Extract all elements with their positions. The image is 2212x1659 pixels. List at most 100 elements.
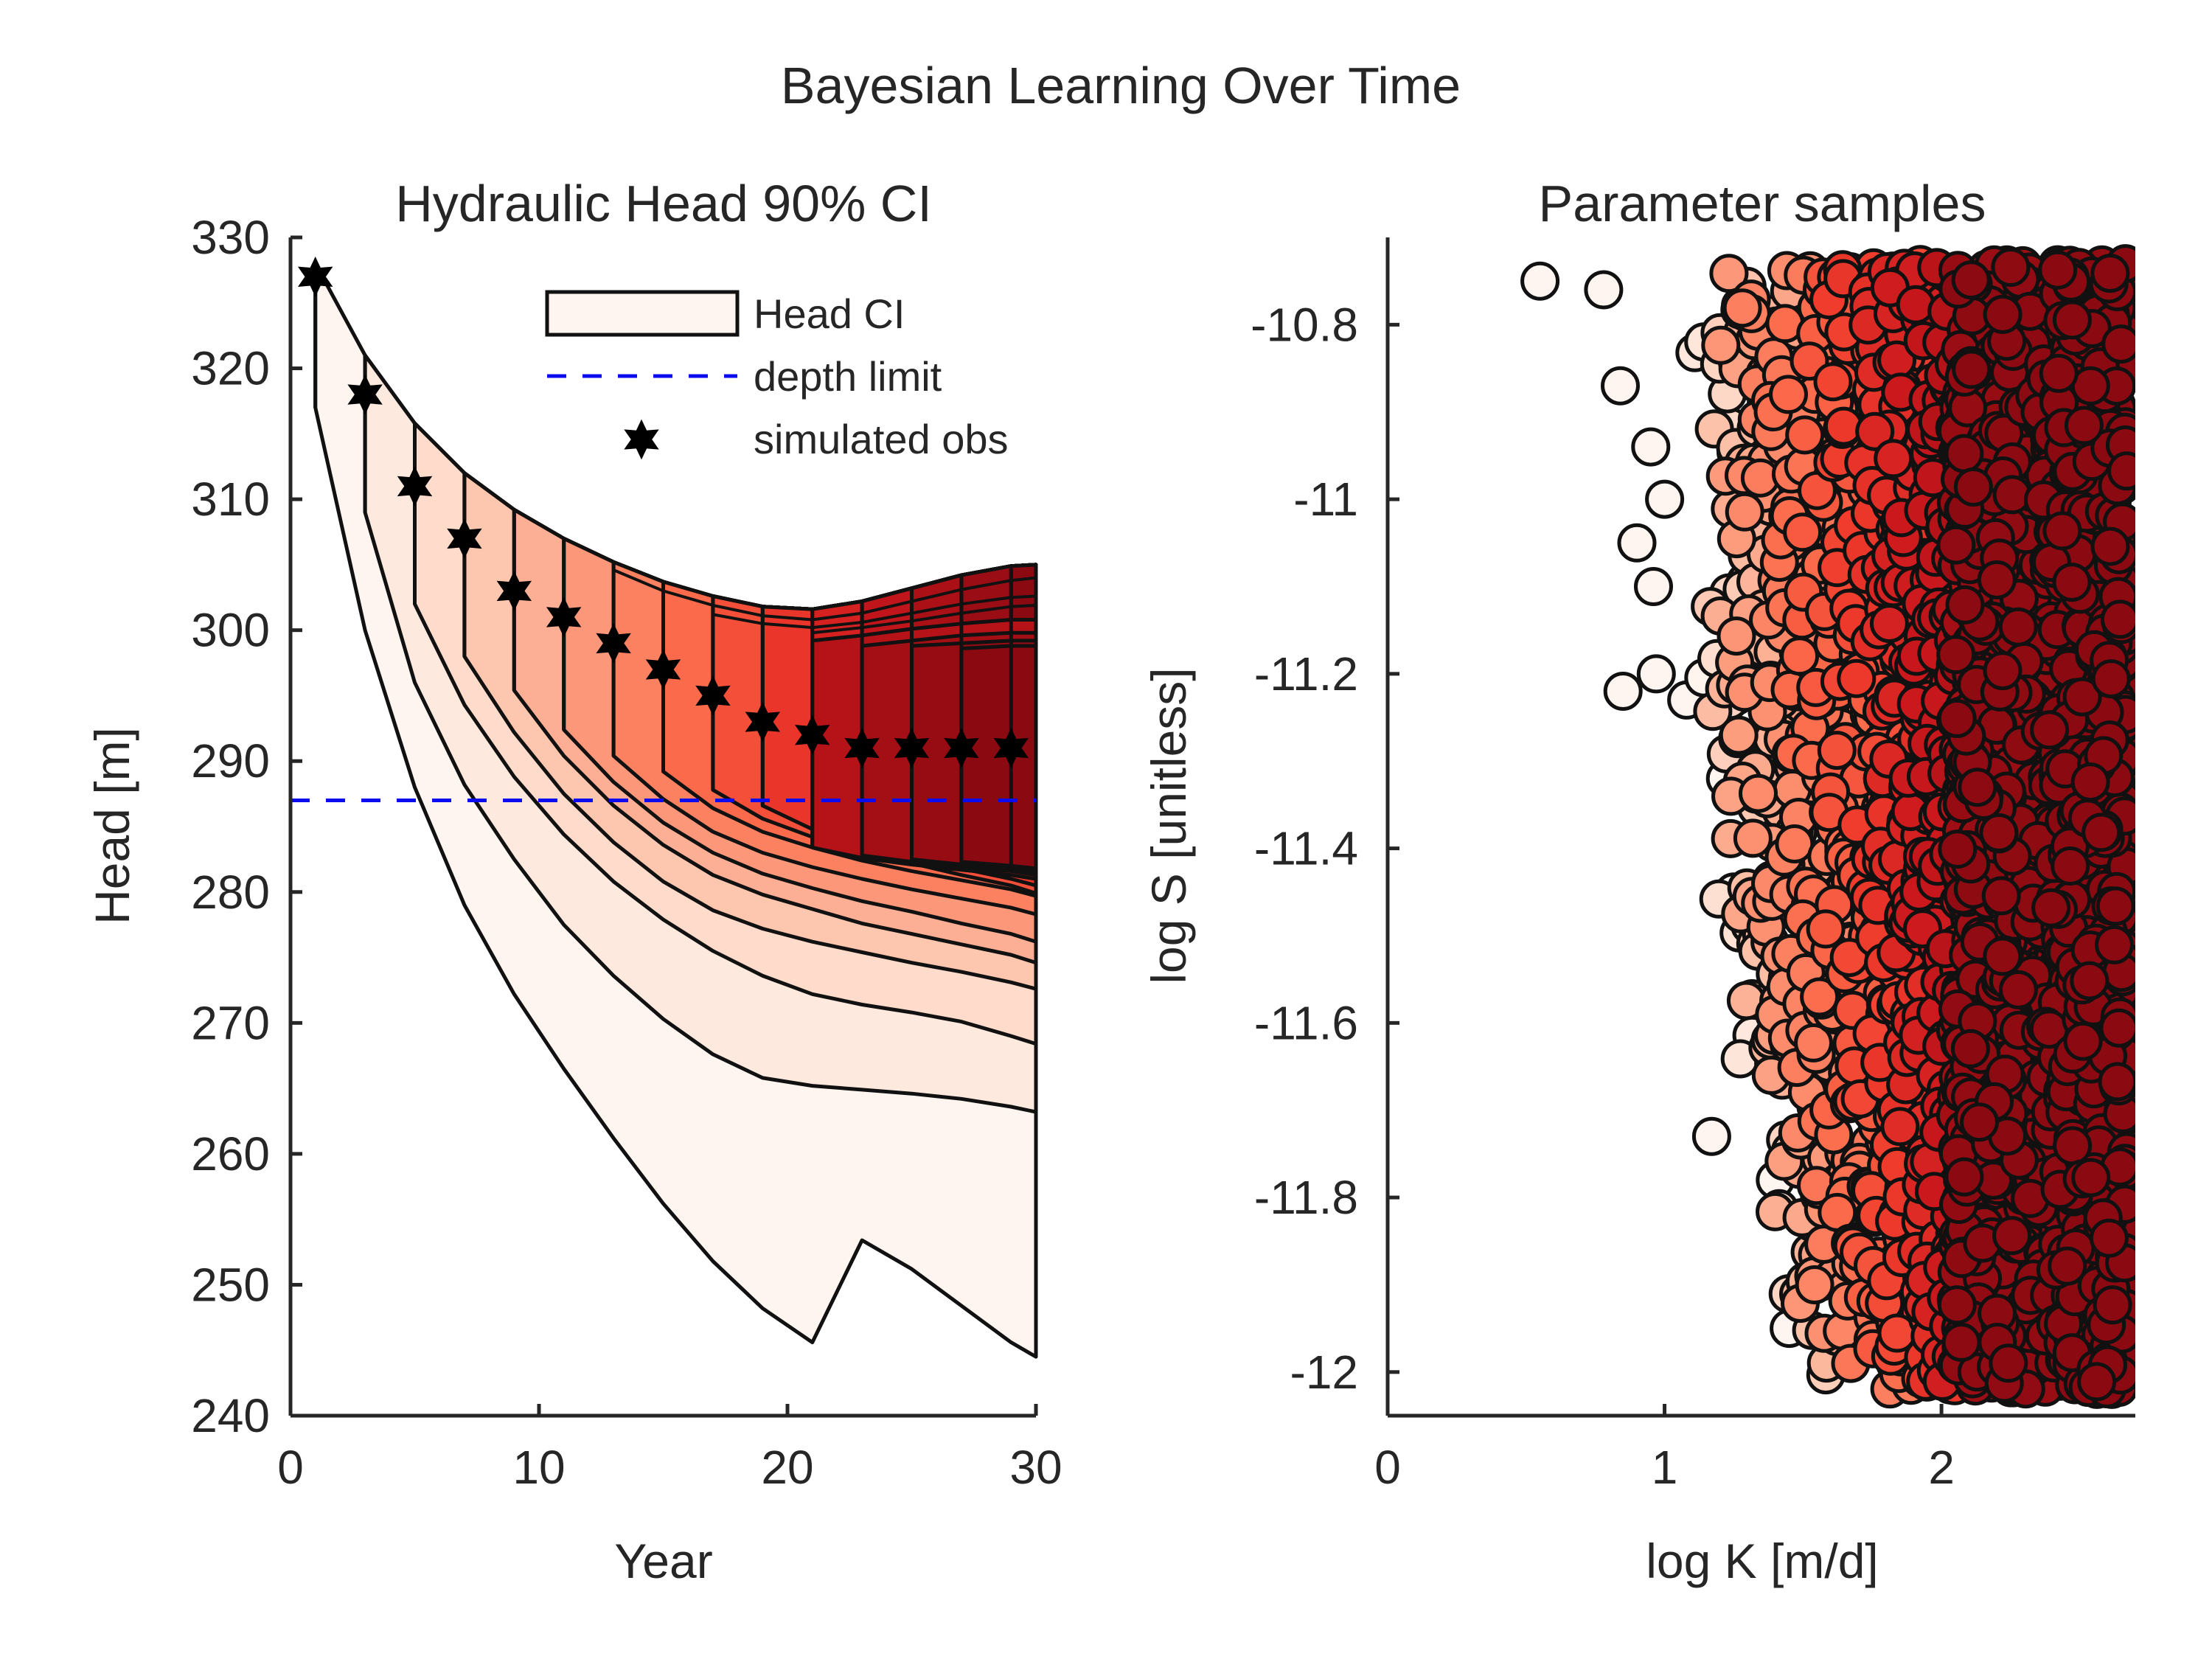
sample-point [1601,366,1640,406]
sample-point [1691,1116,1731,1156]
sample-point [2093,1285,2132,1325]
samples-y-tick-label: -10.8 [1251,298,1358,351]
simulated-obs-point [645,649,681,690]
sample-point [1837,658,1877,698]
simulated-obs-point [496,571,532,611]
head-x-ticks: 0 10 20 30 [277,1404,1062,1494]
sample-point [1783,512,1823,552]
sample-point [1983,651,2023,691]
sample-point [1944,1157,1984,1197]
sample-point [1631,427,1671,467]
sample-point [1991,248,2031,287]
sample-point [2051,846,2090,886]
head-y-tick-label: 330 [191,211,270,264]
samples-axes: 0 1 2 -12 -11.8 -11.6 -11.4 -11.2 -11 -10.8 [1251,237,2135,1494]
simulated-obs-point [993,728,1029,768]
sample-point [2062,677,2102,717]
head-y-ticks: 240 250 260 270 280 290 300 310 320 330 [191,211,302,1442]
head-x-label: Year [614,1534,712,1588]
head-y-label: Head [m] [85,727,139,925]
sample-point [1709,254,1749,293]
sample-point [1951,260,1991,300]
sample-point [2070,961,2110,1001]
sample-point [2096,886,2135,926]
sample-point [1960,1102,1999,1142]
sample-point [1896,285,1935,324]
head-y-tick-label: 310 [191,473,270,526]
samples-y-tick-label: -11.2 [1254,647,1358,700]
sample-point [1733,818,1773,858]
sample-point [1520,261,1560,301]
sample-point [1941,1323,1981,1362]
sample-point [1981,876,2021,916]
samples-y-tick-label: -11 [1293,473,1358,526]
sample-point [1794,1023,1833,1062]
head-y-tick-label: 240 [191,1389,270,1442]
head-x-tick-label: 20 [761,1441,813,1494]
sample-point [2095,925,2134,964]
simulated-obs-point [745,701,781,742]
sample-point [1998,607,2038,647]
sample-point [1717,616,1756,656]
head-y-tick-label: 280 [191,866,270,919]
sample-point [1775,824,1815,863]
sample-point [1617,523,1657,563]
sample-point [2030,710,2070,750]
sample-point [1944,434,1984,473]
sample-point [2081,813,2121,852]
samples-y-ticks: -12 -11.8 -11.6 -11.4 -11.2 -11 -10.8 [1251,298,1399,1399]
sample-point [2070,762,2110,802]
sample-point [1869,604,1909,644]
sample-point [2071,1158,2111,1197]
sample-point [1603,672,1643,711]
sample-point [1739,773,1778,813]
sample-point [1936,525,1976,565]
legend-swatch-head-ci [545,290,740,337]
sample-point [2052,300,2092,340]
sample-point [2042,511,2082,551]
sample-points [1520,244,2135,1409]
sample-point [1880,1107,1920,1147]
sample-point [2089,1218,2129,1258]
sample-point [2031,888,2071,928]
sample-point [1722,288,1762,328]
simulated-obs-point [297,256,333,297]
head-y-tick-label: 250 [191,1258,270,1311]
sample-point [1992,1216,2032,1256]
sample-point [1806,909,1846,949]
ci-upper-line [712,594,1037,630]
samples-y-tick-label: -11.4 [1254,822,1358,875]
simulated-obs-point [347,374,383,415]
samples-x-ticks: 0 1 2 [1374,1404,1955,1494]
samples-y-tick-label: -11.8 [1254,1171,1358,1224]
parameter-samples-title: Parameter samples [1539,175,1986,232]
sample-point [1817,731,1857,771]
sample-point [1937,1285,1977,1325]
sample-point [1634,567,1673,606]
sample-point [1701,325,1741,365]
sample-point [1945,585,1985,625]
sample-point [1950,1029,1990,1068]
sample-point [2052,563,2092,602]
head-ci-title: Hydraulic Head 90% CI [395,175,932,232]
sample-point [1958,768,1997,807]
sample-point [2100,599,2135,639]
sample-point [1800,977,1840,1017]
sample-point [1813,362,1853,402]
legend-label-head-ci: Head CI [754,291,905,337]
sample-point [2090,526,2130,566]
sample-point [1785,415,1825,455]
simulated-obs-point [794,714,830,756]
sample-point [2099,1008,2135,1048]
ci-upper-line [812,603,1037,635]
sample-point [1936,635,1976,675]
sample-point [1719,715,1759,755]
legend: Head CI depth limit simulated obs [545,290,1009,462]
sample-point [1983,936,2023,976]
head-y-tick-label: 260 [191,1127,270,1180]
head-x-tick-label: 10 [512,1441,565,1494]
sample-point [1998,970,2038,1009]
head-axes: 0 10 20 30 240 250 260 270 280 290 300 310 320 330 [191,211,1062,1494]
simulated-obs-point [894,728,930,768]
